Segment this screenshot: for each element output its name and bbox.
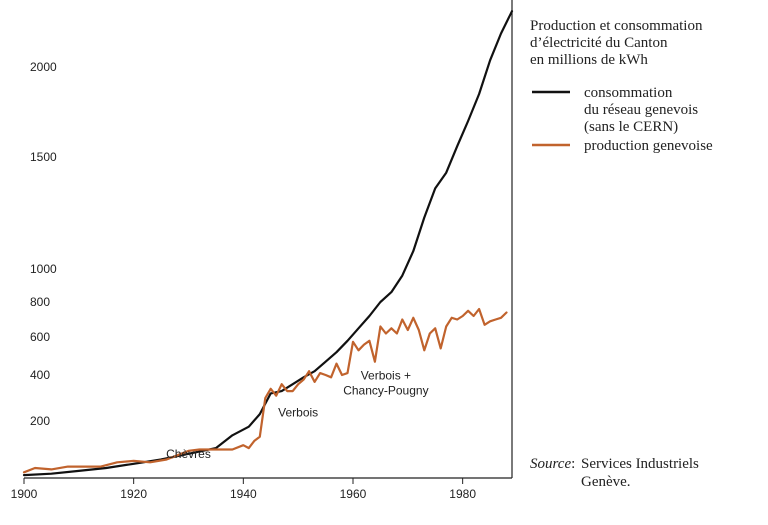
y-tick-label: 1000 xyxy=(30,262,57,276)
svg-text:Genève.: Genève. xyxy=(581,474,631,490)
source-text-line1: Services Industriels xyxy=(581,456,699,472)
y-tick-label: 600 xyxy=(30,330,50,344)
source-separator: : xyxy=(571,456,575,472)
annotation-label: Verbois xyxy=(278,405,318,419)
annotation-label: Verbois + Chancy-Pougny xyxy=(343,369,428,398)
y-tick-label: 2000 xyxy=(30,60,57,74)
source-note: Source: Services Industriels Genève. xyxy=(530,456,699,490)
series-line-production xyxy=(22,307,508,474)
plot-frame xyxy=(24,0,513,479)
source-label: Source xyxy=(530,456,571,472)
legend: consommation du réseau genevois (sans le C… xyxy=(532,85,713,154)
y-tick-label: 200 xyxy=(30,414,50,428)
series-layer xyxy=(22,10,514,477)
y-tick-label: 1500 xyxy=(30,150,57,164)
y-tick-labels: 200 400 600 800 1000 1500 2000 xyxy=(30,60,57,428)
x-tick-label: 1920 xyxy=(120,487,147,501)
x-tick-label: 1940 xyxy=(230,487,257,501)
annotation-layer: Chèvres Verbois Verbois + Chancy-Pougny xyxy=(166,369,428,461)
chart-title: Production et consommation d’électricité … xyxy=(530,18,703,68)
legend-label-consumption: consommation du réseau genevois (sans le C… xyxy=(584,85,698,135)
svg-text:Source: Services Industr: Source: Services Industriels xyxy=(530,456,699,472)
y-tick-label: 800 xyxy=(30,295,50,309)
legend-label-production: production genevoise xyxy=(584,138,713,154)
x-tick-label: 1900 xyxy=(11,487,38,501)
y-tick-label: 400 xyxy=(30,368,50,382)
x-tick-labels: 1900 1920 1940 1960 1980 xyxy=(11,478,476,501)
x-tick-label: 1960 xyxy=(340,487,367,501)
source-text-line2: Genève. xyxy=(581,474,631,490)
annotation-label: Chèvres xyxy=(166,447,211,461)
x-tick-label: 1980 xyxy=(449,487,476,501)
